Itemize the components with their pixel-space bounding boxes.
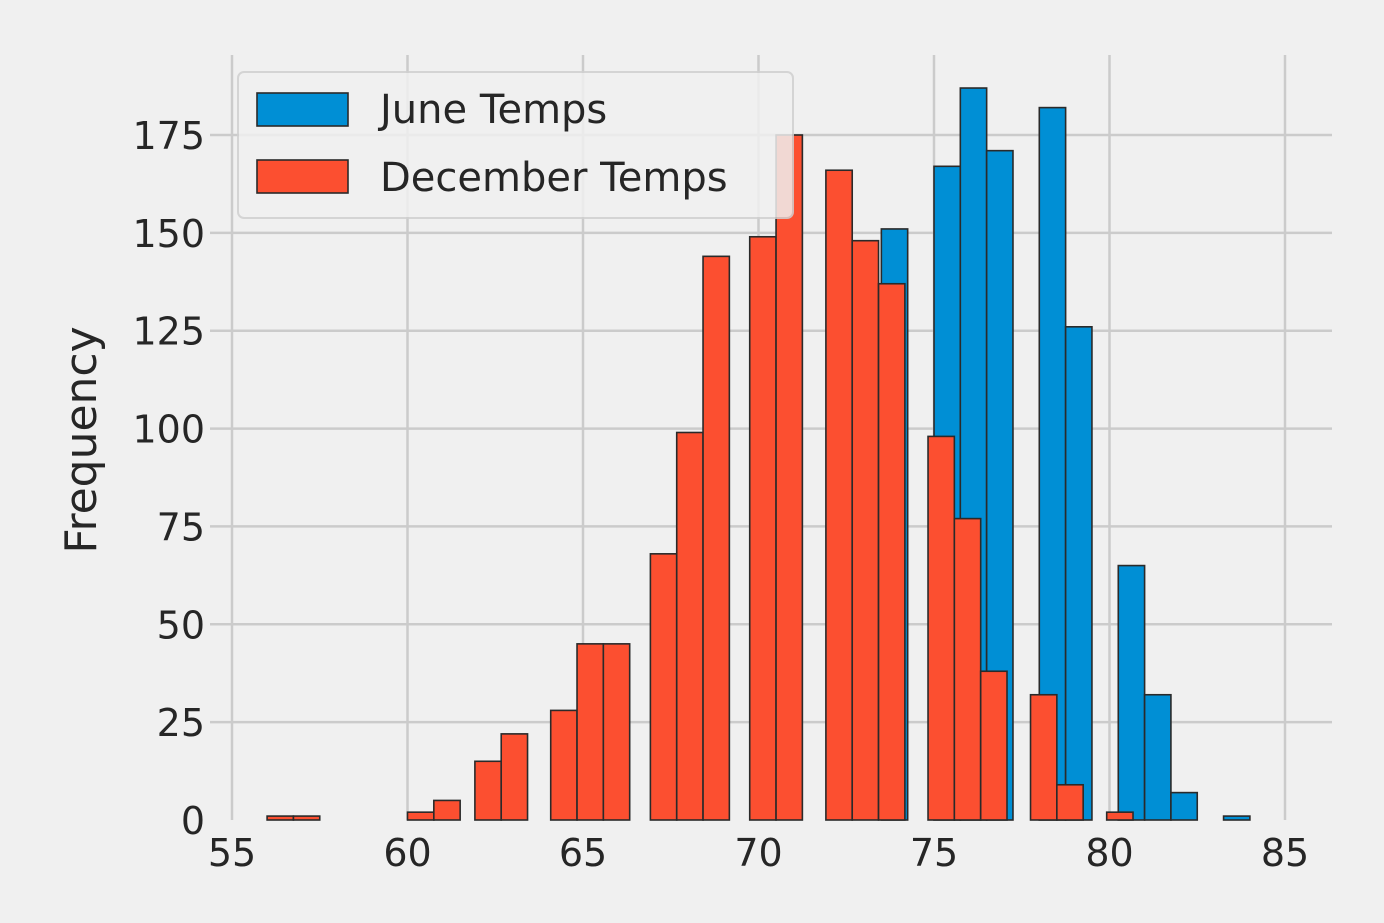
- december-temps-bar: [500, 733, 529, 821]
- december-temps-bar: [877, 282, 906, 821]
- x-tick-label: 55: [208, 831, 256, 875]
- y-tick-label: 25: [157, 701, 205, 745]
- x-tick-label: 65: [559, 831, 607, 875]
- december-temps-bar: [474, 760, 503, 821]
- december-temps-bar: [576, 643, 605, 821]
- june-temps-bar: [1222, 815, 1251, 821]
- x-tick-label: 80: [1085, 831, 1133, 875]
- december-temps-bar: [979, 670, 1008, 821]
- december-temps-bar: [825, 169, 854, 821]
- y-axis-label: Frequency: [56, 326, 107, 553]
- december-temps-bar: [927, 435, 956, 821]
- x-tick-label: 60: [383, 831, 431, 875]
- y-tick-label: 175: [132, 114, 205, 158]
- december-temps-bar: [1056, 783, 1084, 821]
- legend: June Temps December Temps: [237, 71, 794, 219]
- december-temps-bar: [266, 815, 295, 821]
- december-temps-bar: [433, 799, 461, 821]
- y-tick-label: 150: [132, 212, 205, 256]
- december-temps-bar: [602, 643, 631, 821]
- y-tick-label: 0: [181, 799, 205, 843]
- december-temps-bar: [549, 709, 578, 821]
- june-temps-bar: [1170, 791, 1199, 821]
- december-temps-bar: [702, 255, 731, 821]
- x-tick-label: 85: [1261, 831, 1309, 875]
- june-temps-bar: [1064, 325, 1093, 821]
- december-temps-bar: [675, 431, 704, 821]
- y-tick-labels: 0 25 50 75 100 125 150 175: [132, 114, 205, 843]
- x-tick-labels: 55 60 65 70 75 80 85: [208, 831, 1309, 875]
- legend-swatch-december: [256, 159, 349, 194]
- december-temps-bar: [851, 239, 880, 821]
- legend-swatch-june: [256, 92, 349, 127]
- legend-box: [237, 71, 794, 219]
- june-temps-bar: [1117, 564, 1146, 821]
- y-tick-label: 50: [157, 603, 205, 647]
- x-tick-label: 75: [910, 831, 958, 875]
- december-temps-bar: [292, 815, 321, 821]
- december-temps-bar: [1029, 693, 1058, 821]
- x-tick-label: 70: [734, 831, 782, 875]
- june-temps-bar: [1143, 693, 1172, 821]
- december-temps-bar: [406, 811, 435, 821]
- y-tick-label: 100: [132, 408, 205, 452]
- december-temps-bar: [775, 134, 804, 821]
- december-temps-bar: [1105, 811, 1134, 821]
- y-tick-label: 75: [157, 505, 205, 549]
- legend-label-june: June Temps: [377, 87, 607, 133]
- y-tick-label: 125: [132, 310, 205, 354]
- december-temps-bar: [748, 235, 777, 821]
- december-temps-bars: [266, 134, 1134, 821]
- legend-label-december: December Temps: [380, 155, 728, 201]
- december-temps-bar: [953, 517, 982, 821]
- december-temps-bar: [649, 553, 678, 821]
